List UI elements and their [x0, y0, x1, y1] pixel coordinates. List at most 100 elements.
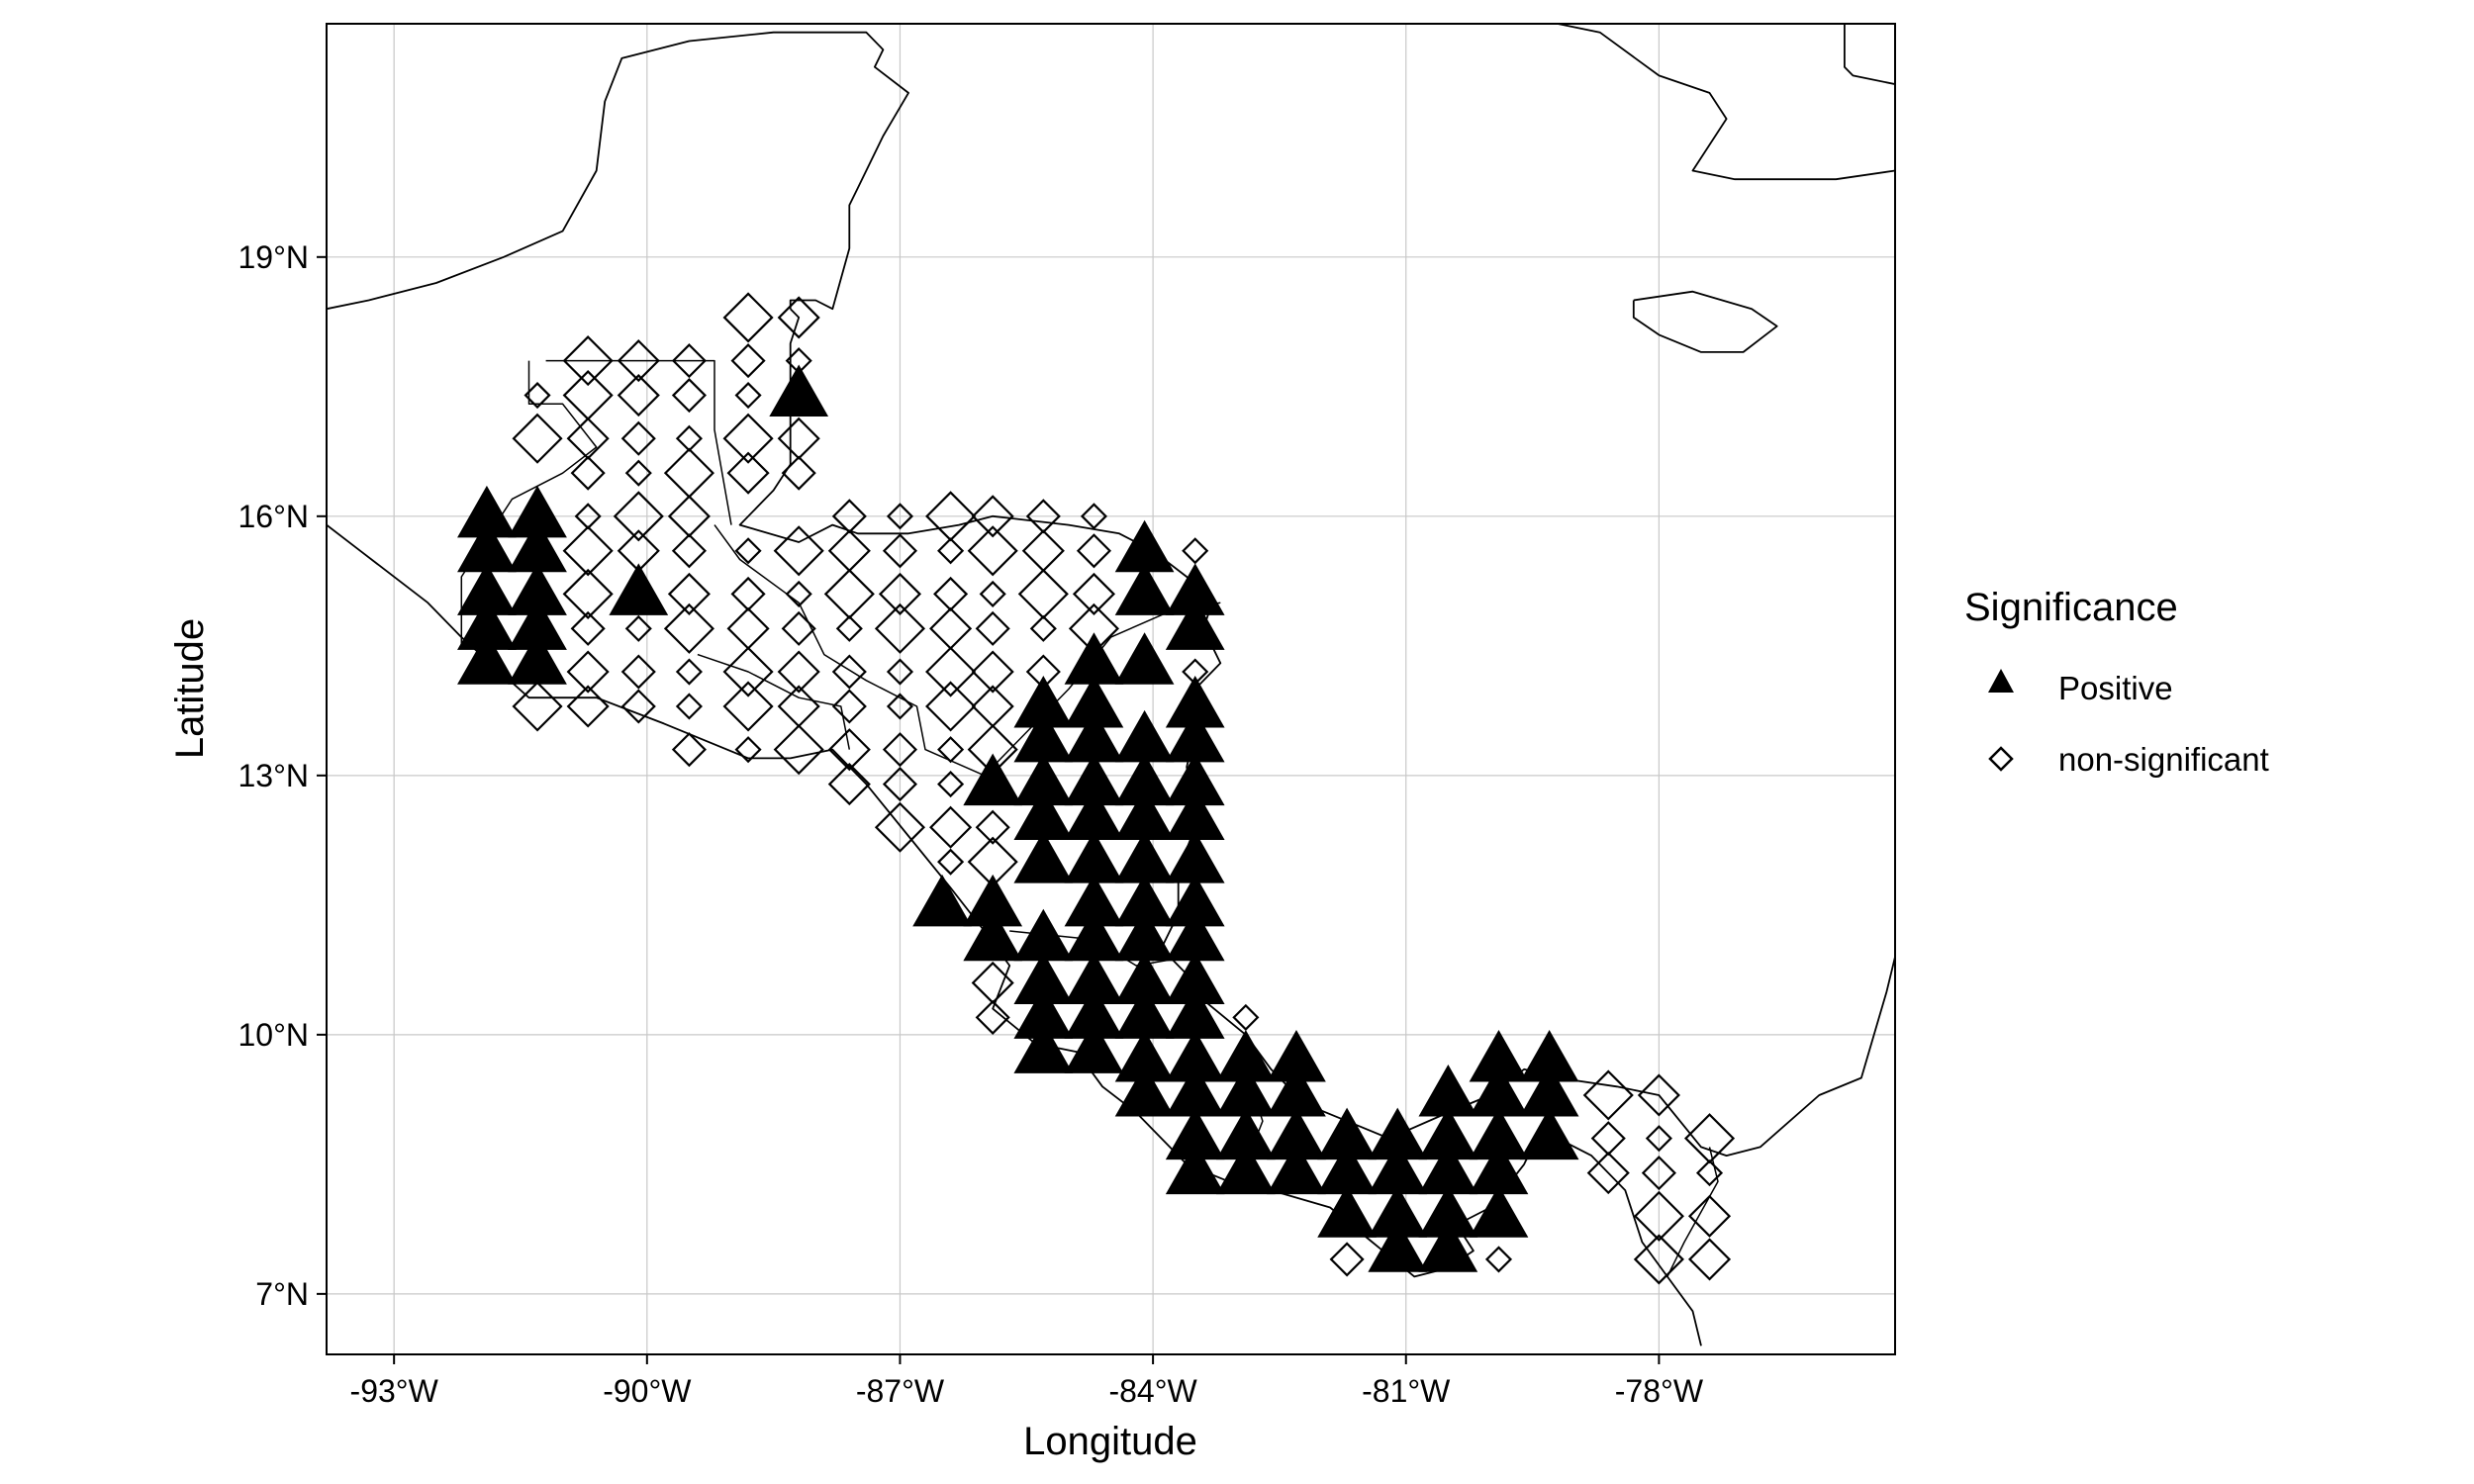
non-significant-diamond-point — [1029, 614, 1057, 642]
non-significant-diamond-point — [1590, 1121, 1626, 1157]
positive-triangle-point — [963, 753, 1023, 806]
non-significant-diamond-point — [925, 646, 977, 697]
non-significant-diamond-point — [566, 417, 610, 460]
positive-triangle-point — [1064, 1021, 1124, 1073]
non-significant-diamond-point — [882, 732, 918, 768]
non-significant-diamond-point — [523, 381, 551, 410]
non-significant-diamond-point — [1641, 1156, 1676, 1191]
positive-triangle-point — [1368, 1220, 1428, 1272]
positive-triangle-point — [1165, 1142, 1225, 1195]
non-significant-diamond-point — [671, 732, 707, 768]
country-border — [714, 524, 1221, 777]
non-significant-diamond-point — [562, 369, 614, 421]
non-significant-diamond-point — [512, 681, 563, 732]
x-tick-label: -87°W — [856, 1373, 945, 1409]
positive-triangle-point — [1013, 1021, 1074, 1073]
non-significant-diamond-point — [726, 606, 770, 650]
non-significant-diamond-point — [667, 572, 711, 615]
positive-triangle-point — [1418, 1220, 1478, 1272]
coastline — [1844, 24, 1895, 85]
non-significant-diamond-point — [886, 658, 914, 686]
non-significant-diamond-point — [1076, 533, 1112, 569]
non-significant-diamond-point — [613, 491, 664, 542]
non-significant-diamond-point — [975, 610, 1010, 646]
non-significant-diamond-point — [979, 580, 1006, 607]
non-significant-diamond-point — [1232, 1003, 1260, 1031]
non-significant-diamond-point — [730, 343, 766, 379]
y-tick-label: 10°N — [238, 1017, 310, 1053]
positive-triangle-point — [769, 364, 829, 417]
y-tick-label: 7°N — [255, 1276, 309, 1312]
non-significant-diamond-point — [975, 809, 1010, 845]
non-significant-diamond-point — [925, 681, 977, 732]
non-significant-diamond-point — [663, 603, 714, 654]
country-border — [545, 359, 732, 525]
legend-item-non-significant: non-significant — [2058, 741, 2269, 778]
positive-triangle-point — [963, 908, 1023, 962]
non-significant-diamond-point — [624, 459, 652, 487]
non-significant-diamond-point — [831, 689, 867, 724]
non-significant-diamond-point — [971, 650, 1014, 694]
y-tick-label: 13°N — [238, 758, 310, 793]
y-tick-label: 19°N — [238, 239, 310, 275]
non-significant-diamond-point — [777, 296, 820, 339]
non-significant-diamond-point — [620, 689, 656, 724]
legend-item-positive: Positive — [2058, 670, 2173, 706]
non-significant-diamond-point — [562, 525, 614, 577]
x-tick-label: -90°W — [603, 1373, 692, 1409]
non-significant-diamond-point — [874, 801, 926, 853]
non-significant-diamond-point — [827, 529, 871, 573]
non-significant-diamond-point — [1687, 1194, 1732, 1238]
positive-triangle-point — [1519, 1107, 1579, 1160]
non-significant-diamond-point — [663, 447, 714, 499]
non-significant-diamond-point — [1637, 1073, 1680, 1117]
non-significant-diamond-point — [722, 413, 774, 464]
non-significant-diamond-point — [886, 693, 914, 720]
legend-title: Significance — [1964, 586, 2178, 629]
non-significant-diamond-point — [929, 606, 973, 650]
positive-triangle-point — [1114, 563, 1175, 615]
coastline — [738, 308, 1895, 1157]
data-points — [457, 292, 1736, 1285]
y-axis-title: Latitude — [168, 618, 212, 759]
non-significant-diamond-point — [730, 576, 766, 611]
non-significant-diamond-point — [971, 961, 1014, 1005]
non-significant-diamond-point — [671, 343, 707, 379]
non-significant-diamond-point — [937, 848, 965, 876]
non-significant-diamond-point — [1329, 1242, 1365, 1277]
non-significant-diamond-point — [975, 999, 1010, 1035]
non-significant-diamond-point — [971, 495, 1014, 538]
non-significant-diamond-point — [671, 377, 707, 414]
non-significant-diamond-point — [1645, 1125, 1672, 1153]
non-significant-diamond-point — [1687, 1238, 1732, 1281]
non-significant-diamond-point — [1072, 572, 1116, 615]
non-significant-diamond-point — [617, 339, 660, 383]
non-significant-diamond-point — [734, 381, 762, 410]
non-significant-diamond-point — [882, 533, 918, 569]
non-significant-diamond-point — [617, 373, 660, 417]
non-significant-diamond-point — [831, 654, 867, 690]
non-significant-diamond-point — [929, 805, 973, 849]
non-significant-diamond-point — [827, 763, 871, 806]
non-significant-diamond-point — [512, 413, 563, 464]
non-significant-diamond-point — [781, 610, 816, 646]
positive-triangle-point — [1114, 632, 1175, 685]
non-significant-diamond-point — [874, 603, 926, 654]
x-tick-label: -81°W — [1362, 1373, 1451, 1409]
non-significant-diamond-point — [886, 503, 914, 530]
non-significant-diamond-point — [562, 335, 614, 387]
coastline — [1557, 24, 1895, 181]
x-tick-label: -78°W — [1615, 1373, 1704, 1409]
non-significant-diamond-point — [882, 767, 918, 802]
non-significant-diamond-point — [1080, 503, 1108, 530]
non-significant-diamond-point — [1633, 1190, 1684, 1242]
x-axis-title: Longitude — [1023, 1420, 1197, 1463]
non-significant-diamond-point — [620, 420, 656, 456]
non-significant-diamond-point — [785, 580, 812, 607]
non-significant-diamond-point — [566, 650, 610, 694]
non-significant-diamond-point — [1182, 537, 1209, 565]
non-significant-diamond-point — [777, 650, 820, 694]
positive-triangle-point — [1267, 1142, 1326, 1195]
positive-triangle-point — [1469, 1185, 1529, 1238]
